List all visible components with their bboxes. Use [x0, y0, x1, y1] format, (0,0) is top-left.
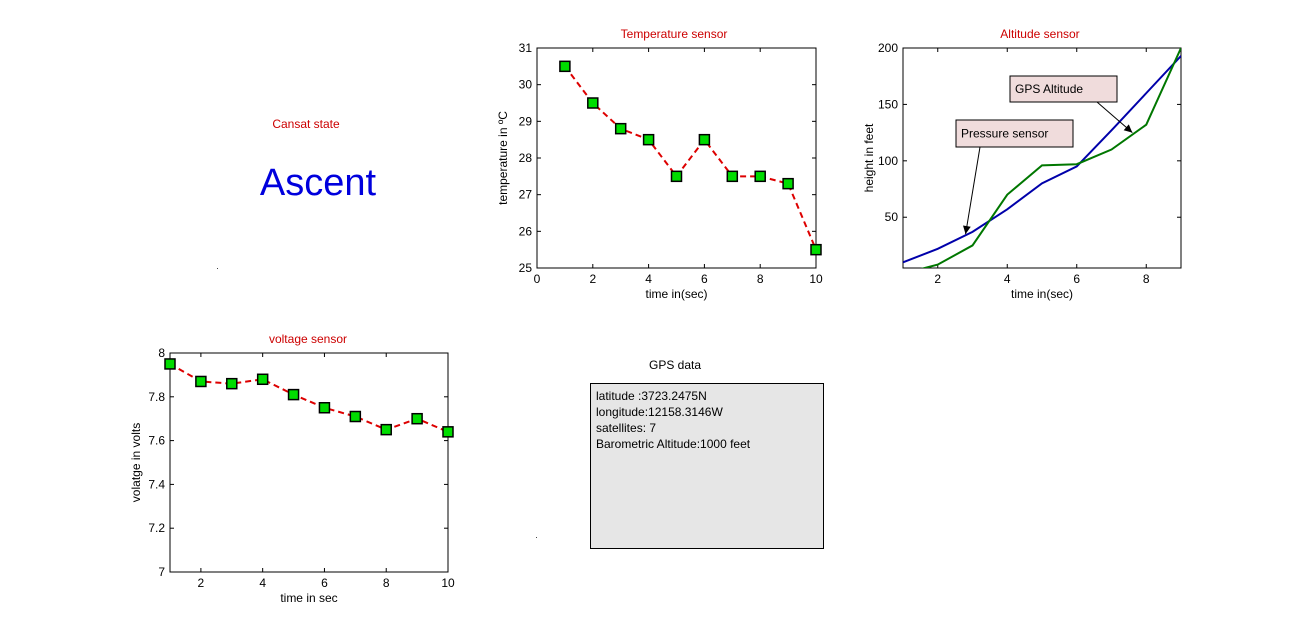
series-group [903, 48, 1181, 268]
y-tick-label: 31 [519, 41, 533, 55]
gps-longitude: longitude:12158.3146W [596, 405, 723, 419]
x-tick-label: 10 [441, 576, 455, 590]
annotation-box [955, 119, 1074, 148]
y-tick-label: 200 [878, 41, 898, 55]
data-point [411, 412, 423, 425]
cansat-state-value: Ascent [259, 162, 377, 204]
x-tick-label: 2 [934, 272, 941, 286]
x-tick-label: 4 [1004, 272, 1011, 286]
data-point [318, 402, 331, 414]
series-group [170, 363, 448, 433]
stray-dot [217, 268, 218, 269]
gps-title: GPS data [648, 358, 702, 372]
x-tick-label: 8 [383, 576, 390, 590]
pressure-series-line [903, 55, 1181, 264]
y-tick-label: 29 [519, 114, 533, 128]
y-tick-label: 7.2 [148, 521, 165, 535]
annotation-label: Pressure sensor [961, 127, 1048, 141]
voltage-chart-title: voltage sensor [268, 332, 348, 346]
temperature-chart: 0 2 4 6 8 10 25 26 27 28 29 30 31 time in(sec) tempera… [496, 41, 823, 301]
x-axis-label: time in(sec) [1011, 287, 1073, 301]
y-tick-label: 50 [885, 210, 899, 224]
y-tick-label: 7 [158, 565, 165, 579]
data-point [782, 177, 794, 190]
y-tick-label: 8 [158, 346, 165, 360]
plot-area [169, 352, 449, 573]
gps-data-box: latitude :3723.2475N longitude:12158.314… [590, 383, 824, 549]
gps-series-line [920, 48, 1181, 268]
data-point [349, 410, 362, 423]
x-tick-label: 8 [1143, 272, 1150, 286]
x-tick-label: 6 [321, 576, 328, 590]
y-tick-label: 30 [519, 78, 533, 92]
x-tick-label: 4 [259, 576, 266, 590]
y-tick-label: 27 [519, 188, 533, 202]
data-point [642, 133, 655, 146]
data-point [226, 377, 238, 390]
y-tick-label: 7.6 [148, 434, 165, 448]
plot-area [536, 47, 817, 269]
annotation-arrowhead [1123, 124, 1133, 133]
altitude-chart-title: Altitude sensor [1000, 27, 1080, 41]
y-tick-label: 7.4 [148, 477, 165, 491]
data-point [614, 122, 627, 135]
x-tick-label: 4 [645, 272, 652, 286]
x-tick-label: 6 [1073, 272, 1080, 286]
annotation-arrow [965, 146, 981, 235]
annotation-box [1009, 75, 1118, 103]
data-point [810, 243, 822, 256]
x-tick-label: 10 [809, 272, 823, 286]
stray-dot-gps [536, 537, 537, 538]
gps-barometric-altitude: Barometric Altitude:1000 feet [596, 437, 751, 451]
data-point [754, 170, 766, 183]
series-line [170, 363, 448, 433]
altitude-chart: 2 4 6 8 50 100 150 200 time in(sec) height in fee… [862, 41, 1182, 301]
data-point [587, 97, 599, 109]
y-axis-label: temperature in ºC [496, 111, 510, 205]
cansat-state-title: Cansat state [272, 117, 340, 131]
x-tick-label: 8 [757, 272, 764, 286]
y-axis-label: height in feet [862, 123, 876, 192]
x-axis-label: time in sec [280, 591, 337, 605]
y-tick-label: 26 [519, 224, 533, 238]
data-point [380, 423, 392, 436]
y-axis-label: volatge in volts [129, 423, 143, 502]
data-point [442, 426, 454, 438]
x-axis-label: time in(sec) [645, 287, 707, 301]
data-point [698, 133, 711, 146]
data-point [559, 60, 571, 73]
y-tick-label: 150 [878, 97, 898, 111]
y-tick-label: 7.8 [148, 390, 165, 404]
y-tick-label: 25 [519, 261, 533, 275]
series-line [564, 65, 816, 251]
y-tick-label: 28 [519, 151, 533, 165]
x-tick-label: 2 [198, 576, 205, 590]
y-tick-label: 100 [878, 154, 898, 168]
gps-latitude: latitude :3723.2475N [596, 389, 707, 403]
x-tick-label: 0 [534, 272, 541, 286]
gps-satellites: satellites: 7 [596, 421, 657, 435]
series-group [564, 65, 816, 251]
data-point [287, 388, 300, 401]
temperature-chart-title: Temperature sensor [620, 27, 728, 41]
x-tick-label: 6 [701, 272, 708, 286]
data-point [726, 170, 739, 183]
data-point [195, 375, 207, 388]
data-point [256, 373, 269, 386]
data-point [670, 170, 683, 183]
annotation-arrowhead [963, 225, 971, 235]
data-point [164, 358, 176, 370]
voltage-chart: 2 4 6 8 10 7 7.2 7.4 7.6 7.8 8 time in sec volatge i… [129, 346, 455, 605]
x-tick-label: 2 [589, 272, 596, 286]
annotation-label: GPS Altitude [1015, 82, 1083, 96]
